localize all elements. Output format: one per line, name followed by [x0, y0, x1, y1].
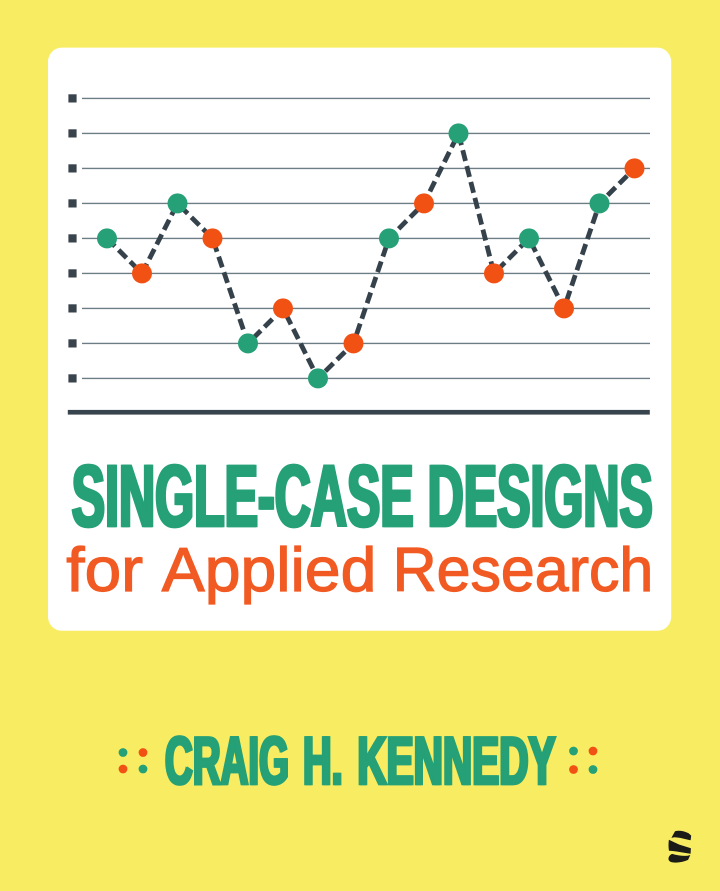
svg-text:CRAIG: CRAIG [166, 722, 290, 798]
svg-text:for: for [66, 535, 143, 605]
svg-text:Applied: Applied [162, 536, 377, 605]
svg-text:H.: H. [304, 723, 344, 799]
svg-text:H.: H. [302, 723, 342, 799]
svg-text:Research: Research [393, 536, 654, 606]
svg-text:KENNEDY: KENNEDY [358, 723, 556, 798]
svg-text:CRAIG: CRAIG [164, 722, 288, 798]
svg-text:KENNEDY: KENNEDY [357, 723, 555, 798]
svg-text:SINGLE-CASE DESIGNS: SINGLE-CASE DESIGNS [72, 447, 653, 545]
svg-text:SINGLE-CASE DESIGNS: SINGLE-CASE DESIGNS [71, 447, 652, 545]
